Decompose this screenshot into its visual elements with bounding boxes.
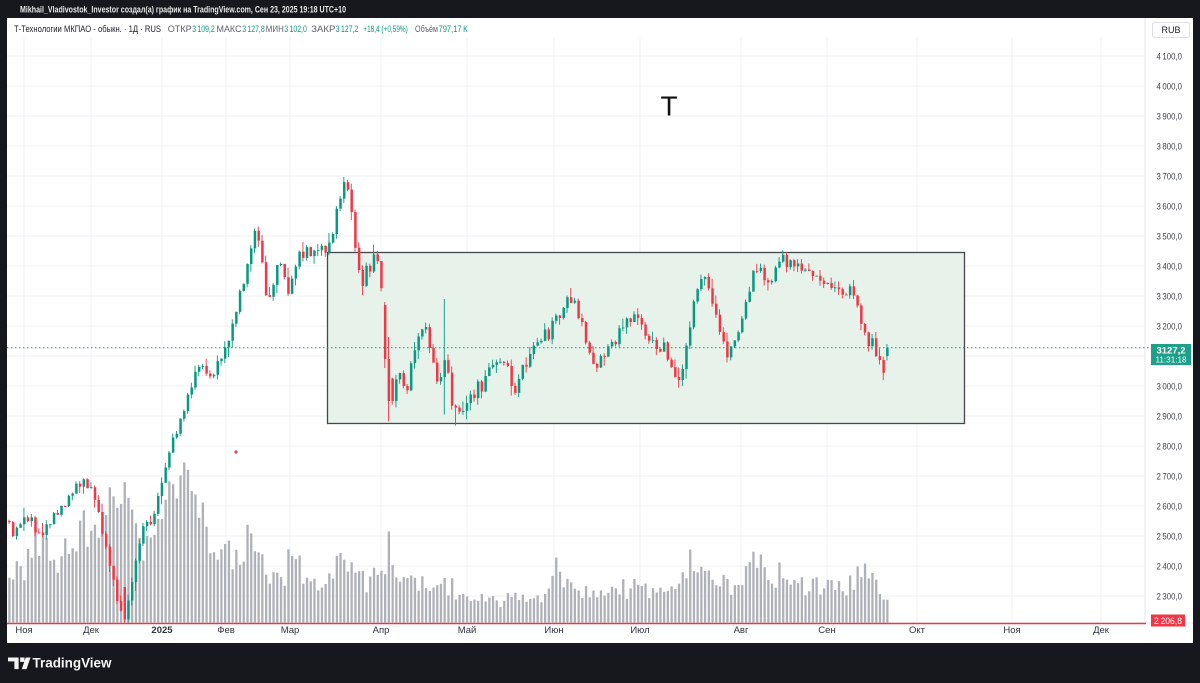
svg-text:3 200,0: 3 200,0 bbox=[1157, 321, 1183, 332]
svg-text:Май: Май bbox=[458, 625, 477, 636]
svg-text:Ноя: Ноя bbox=[15, 625, 32, 636]
svg-text:3 500,0: 3 500,0 bbox=[1157, 231, 1183, 242]
svg-text:Июл: Июл bbox=[630, 625, 649, 636]
svg-text:3 000,0: 3 000,0 bbox=[1157, 381, 1183, 392]
svg-text:3 127,2: 3 127,2 bbox=[336, 24, 359, 34]
svg-text:3 102,0: 3 102,0 bbox=[284, 24, 307, 34]
svg-text:3 300,0: 3 300,0 bbox=[1157, 291, 1183, 302]
svg-text:3 800,0: 3 800,0 bbox=[1157, 141, 1183, 152]
svg-text:ЗАКР: ЗАКР bbox=[311, 24, 335, 34]
svg-text:11:31:18: 11:31:18 bbox=[1156, 356, 1188, 365]
svg-text:2 206,8: 2 206,8 bbox=[1154, 616, 1182, 627]
svg-text:Сен: Сен bbox=[818, 625, 835, 636]
svg-text:2 400,0: 2 400,0 bbox=[1157, 561, 1183, 572]
svg-text:3 600,0: 3 600,0 bbox=[1157, 201, 1183, 212]
svg-text:Дек: Дек bbox=[1093, 625, 1110, 636]
svg-text:3 400,0: 3 400,0 bbox=[1157, 261, 1183, 272]
svg-text:3 700,0: 3 700,0 bbox=[1157, 171, 1183, 182]
svg-text:ОТКР: ОТКР bbox=[168, 24, 192, 34]
svg-text:Т-Технологии МКПАО - обыкн. ·: Т-Технологии МКПАО - обыкн. · 1Д · RUS bbox=[14, 24, 161, 34]
svg-text:Дек: Дек bbox=[83, 625, 100, 636]
svg-text:Мар: Мар bbox=[281, 625, 300, 636]
svg-text:797,17 К: 797,17 К bbox=[439, 24, 468, 34]
svg-text:3 127,8: 3 127,8 bbox=[242, 24, 265, 34]
svg-text:RUB: RUB bbox=[1161, 25, 1180, 35]
svg-text:4 000,0: 4 000,0 bbox=[1157, 81, 1183, 92]
svg-text:2 700,0: 2 700,0 bbox=[1157, 471, 1183, 482]
svg-text:+18,4 (+0,59%): +18,4 (+0,59%) bbox=[363, 24, 408, 34]
svg-text:Ноя: Ноя bbox=[1003, 625, 1020, 636]
svg-text:МИН: МИН bbox=[266, 24, 284, 34]
svg-text:2 300,0: 2 300,0 bbox=[1157, 591, 1183, 602]
svg-text:Фев: Фев bbox=[217, 625, 235, 636]
svg-text:Объём: Объём bbox=[415, 24, 438, 34]
svg-text:4 100,0: 4 100,0 bbox=[1157, 51, 1183, 62]
svg-text:Авг: Авг bbox=[734, 625, 749, 636]
svg-text:2 600,0: 2 600,0 bbox=[1157, 501, 1183, 512]
svg-text:2 800,0: 2 800,0 bbox=[1157, 441, 1183, 452]
svg-text:TradingView: TradingView bbox=[33, 655, 112, 671]
svg-text:2 900,0: 2 900,0 bbox=[1157, 411, 1183, 422]
svg-text:Т: Т bbox=[660, 91, 677, 122]
svg-text:3 109,2: 3 109,2 bbox=[192, 24, 215, 34]
svg-text:Апр: Апр bbox=[373, 625, 390, 636]
svg-text:2025: 2025 bbox=[151, 625, 173, 636]
svg-text:3127,2: 3127,2 bbox=[1157, 346, 1186, 357]
svg-text:МАКС: МАКС bbox=[217, 24, 242, 34]
svg-text:Окт: Окт bbox=[909, 625, 926, 636]
svg-text:2 500,0: 2 500,0 bbox=[1157, 531, 1183, 542]
svg-text:Июн: Июн bbox=[544, 625, 563, 636]
svg-text:Mikhail_Vladivostok_Investor с: Mikhail_Vladivostok_Investor создал(а) г… bbox=[20, 5, 346, 16]
svg-text:3 900,0: 3 900,0 bbox=[1157, 111, 1183, 122]
